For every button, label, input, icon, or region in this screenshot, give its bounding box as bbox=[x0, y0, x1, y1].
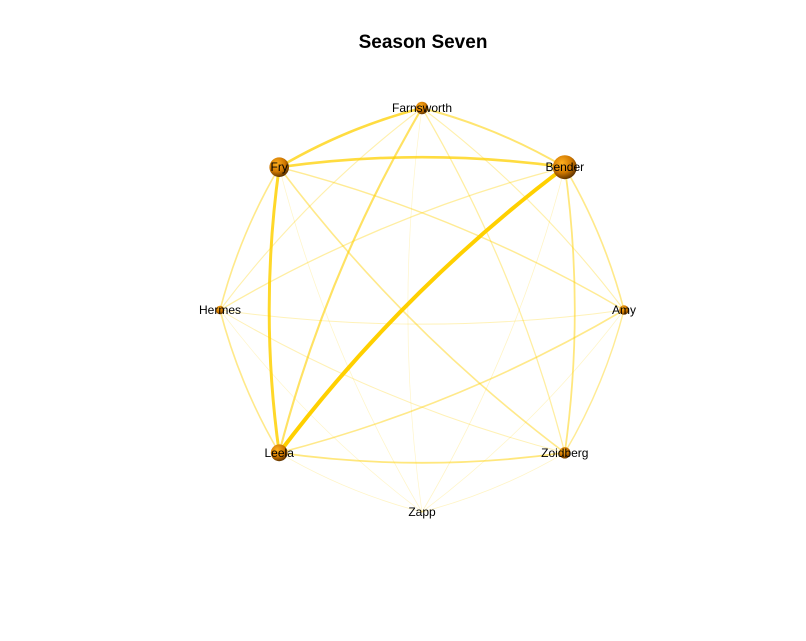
node-amy bbox=[619, 305, 629, 315]
edge-fry-zapp bbox=[278, 166, 423, 513]
edge-hermes-amy bbox=[219, 309, 625, 325]
edge-hermes-zoidberg bbox=[219, 309, 566, 454]
node-fry bbox=[269, 157, 290, 177]
edge-amy-zoidberg bbox=[564, 309, 625, 454]
edge-farnsworth-bender bbox=[421, 107, 566, 169]
edge-hermes-zapp bbox=[219, 309, 423, 513]
edge-bender-leela bbox=[277, 165, 567, 455]
edge-leela-zoidberg bbox=[278, 451, 566, 464]
node-leela bbox=[270, 444, 288, 462]
edge-farnsworth-zapp bbox=[407, 107, 423, 513]
edge-layer bbox=[219, 106, 625, 513]
edge-fry-bender bbox=[277, 155, 567, 169]
edge-farnsworth-leela bbox=[278, 106, 424, 454]
edge-bender-zapp bbox=[421, 166, 566, 513]
node-label-zapp: Zapp bbox=[408, 505, 436, 519]
edge-fry-leela bbox=[267, 165, 281, 455]
node-label-leela: Leela bbox=[265, 446, 295, 460]
node-label-fry: Fry bbox=[271, 160, 288, 174]
node-label-bender: Bender bbox=[545, 160, 584, 174]
node-zoidberg bbox=[559, 447, 571, 459]
edge-fry-hermes bbox=[219, 166, 281, 311]
edge-amy-zapp bbox=[421, 309, 625, 513]
node-farnsworth bbox=[415, 101, 429, 115]
edge-farnsworth-amy bbox=[421, 107, 625, 311]
edge-bender-hermes bbox=[219, 166, 566, 311]
edge-fry-farnsworth bbox=[277, 106, 424, 169]
node-label-zoidberg: Zoidberg bbox=[541, 446, 588, 460]
node-hermes bbox=[215, 305, 225, 315]
edge-fry-zoidberg bbox=[278, 166, 566, 454]
node-label-hermes: Hermes bbox=[199, 303, 241, 317]
edge-leela-amy bbox=[278, 309, 625, 454]
edge-bender-amy bbox=[563, 166, 625, 311]
graph-title: Season Seven bbox=[359, 32, 488, 53]
edge-bender-zoidberg bbox=[563, 166, 576, 454]
edge-fry-amy bbox=[278, 166, 625, 311]
node-label-amy: Amy bbox=[612, 303, 636, 317]
edge-farnsworth-zoidberg bbox=[421, 107, 566, 454]
edge-hermes-leela bbox=[219, 309, 281, 454]
label-layer: Farnsworth Bender Amy Zoidberg Zapp Leela Herm… bbox=[199, 101, 636, 519]
edge-leela-zapp bbox=[278, 452, 423, 513]
node-layer bbox=[215, 101, 629, 462]
node-bender bbox=[552, 155, 577, 180]
node-label-farnsworth: Farnsworth bbox=[392, 101, 452, 115]
edge-farnsworth-hermes bbox=[219, 107, 423, 311]
edge-zapp-zoidberg bbox=[421, 452, 566, 513]
